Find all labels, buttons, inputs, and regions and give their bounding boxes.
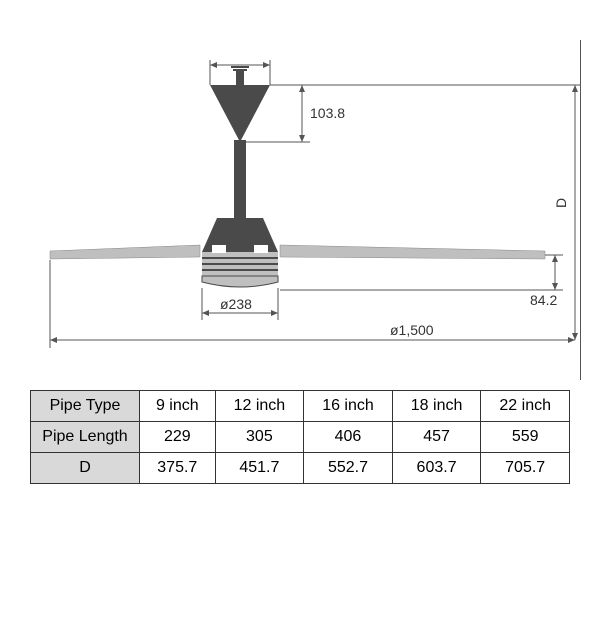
dim-blade-bottom-value: 84.2 <box>530 292 557 308</box>
dim-blade-span-value: ø1,500 <box>390 322 434 338</box>
col-18inch: 18 inch <box>392 391 481 422</box>
col-16inch: 16 inch <box>304 391 393 422</box>
col-22inch: 22 inch <box>481 391 570 422</box>
dim-blade-bottom: 84.2 <box>280 255 563 308</box>
col-pipe-type: Pipe Type <box>31 391 140 422</box>
dimensions-table: Pipe Type 9 inch 12 inch 16 inch 18 inch… <box>30 390 570 484</box>
dimension-drawing-container: 103.8 ø238 ø1,500 <box>0 40 600 640</box>
fan-diagram: 103.8 ø238 ø1,500 <box>20 40 581 380</box>
table-row: D 375.7 451.7 552.7 603.7 705.7 <box>31 453 570 484</box>
row-pipe-length: Pipe Length <box>31 422 140 453</box>
dim-motor-diameter: ø238 <box>202 288 278 320</box>
motor-housing <box>202 218 278 287</box>
mount-canopy <box>210 67 270 142</box>
dim-blade-span: ø1,500 <box>50 260 575 348</box>
dim-mount-height-value: 103.8 <box>310 105 345 121</box>
table-row: Pipe Length 229 305 406 457 559 <box>31 422 570 453</box>
row-d: D <box>31 453 140 484</box>
col-9inch: 9 inch <box>140 391 216 422</box>
downrod <box>234 140 246 218</box>
dim-total-height-value: D <box>553 198 569 208</box>
table-header-row: Pipe Type 9 inch 12 inch 16 inch 18 inch… <box>31 391 570 422</box>
col-12inch: 12 inch <box>215 391 304 422</box>
dim-motor-diameter-value: ø238 <box>220 296 252 312</box>
fan-blades <box>50 245 545 259</box>
